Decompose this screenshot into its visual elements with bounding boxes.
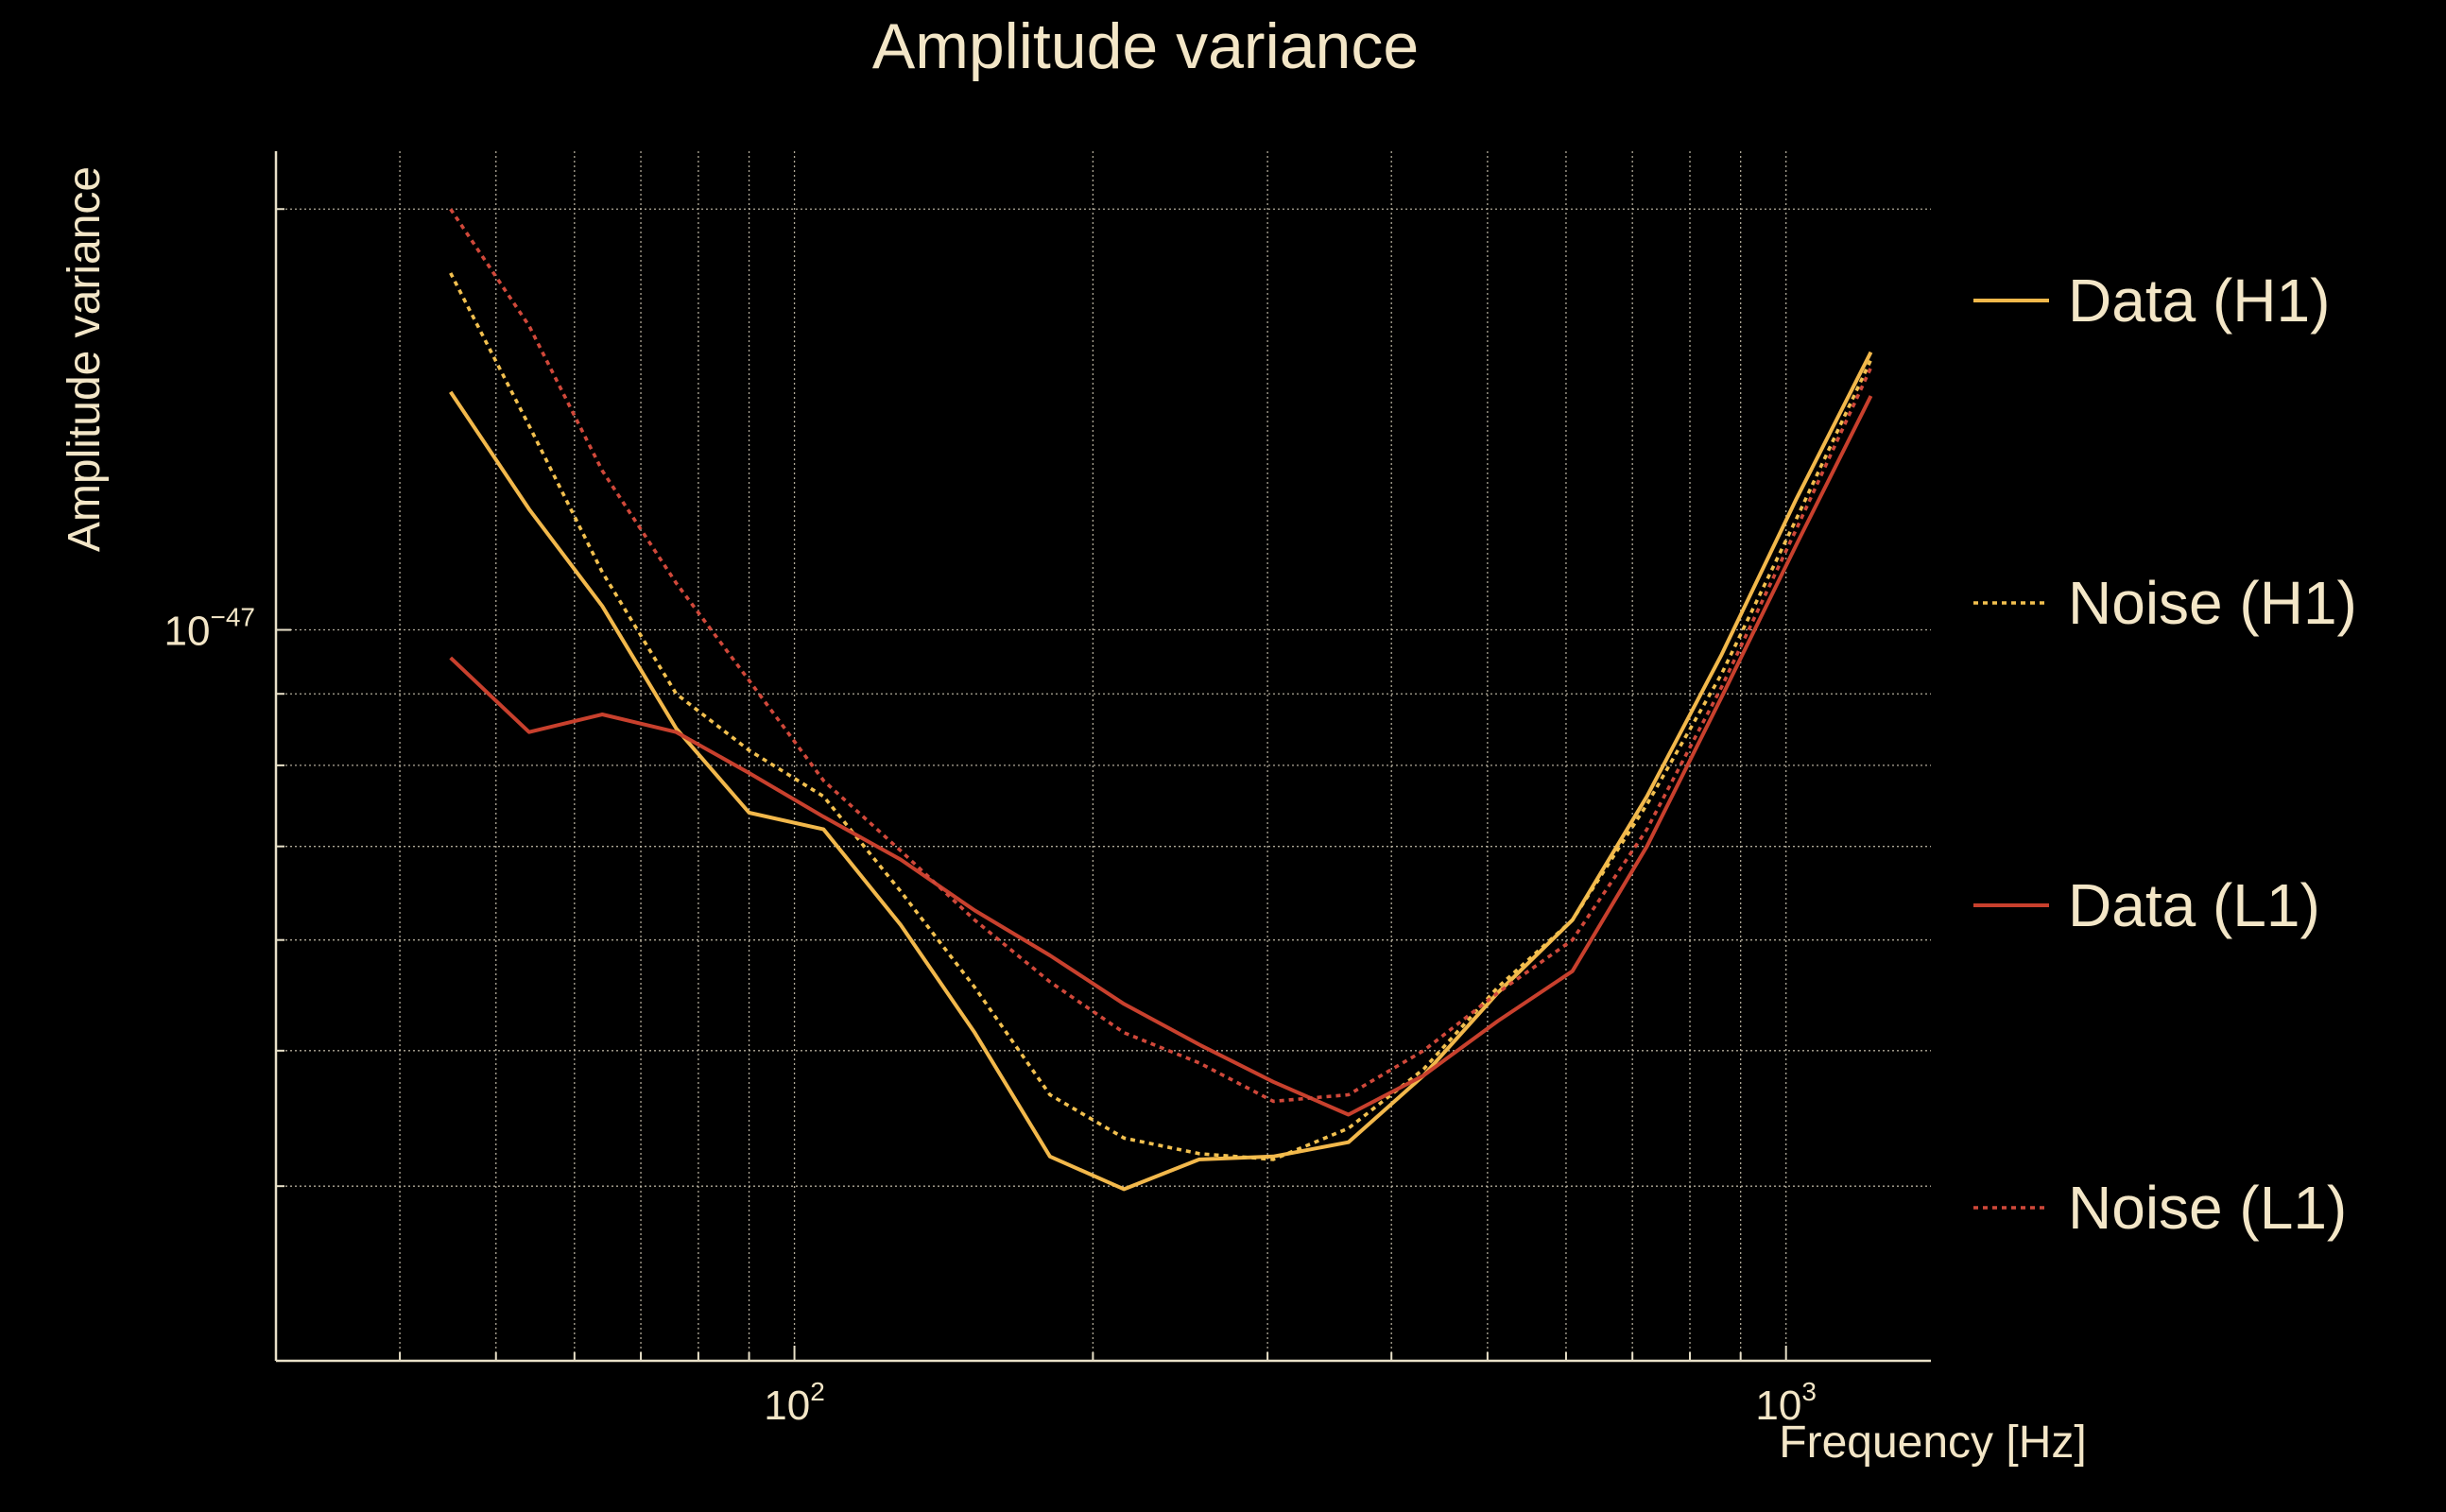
tick-labels: 102 103 10−47 — [164, 603, 1817, 1429]
y-tick-label: 10−47 — [164, 603, 255, 655]
legend-label-noise-l1: Noise (L1) — [2068, 1174, 2347, 1242]
plot-area — [449, 208, 1873, 1192]
axes — [274, 151, 1931, 1363]
series-line-noise-l1 — [449, 208, 1873, 1104]
legend-label-data-l1: Data (L1) — [2068, 871, 2320, 939]
grid-lines — [276, 151, 1931, 1361]
chart-title: Amplitude variance — [872, 10, 1419, 82]
series-line-data-h1 — [449, 351, 1873, 1192]
legend: Data (H1) Noise (H1) Data (L1) Noise (L1) — [1973, 266, 2357, 1242]
legend-label-noise-h1: Noise (H1) — [2068, 569, 2357, 637]
y-axis-label: Amplitude variance — [60, 166, 110, 552]
x-axis-label: Frequency [Hz] — [1779, 1418, 2086, 1468]
x-tick-label: 102 — [764, 1377, 825, 1429]
x-tick-label: 103 — [1755, 1377, 1817, 1429]
legend-label-data-h1: Data (H1) — [2068, 266, 2330, 335]
series-line-noise-h1 — [449, 272, 1873, 1161]
series-line-data-l1 — [449, 395, 1873, 1117]
